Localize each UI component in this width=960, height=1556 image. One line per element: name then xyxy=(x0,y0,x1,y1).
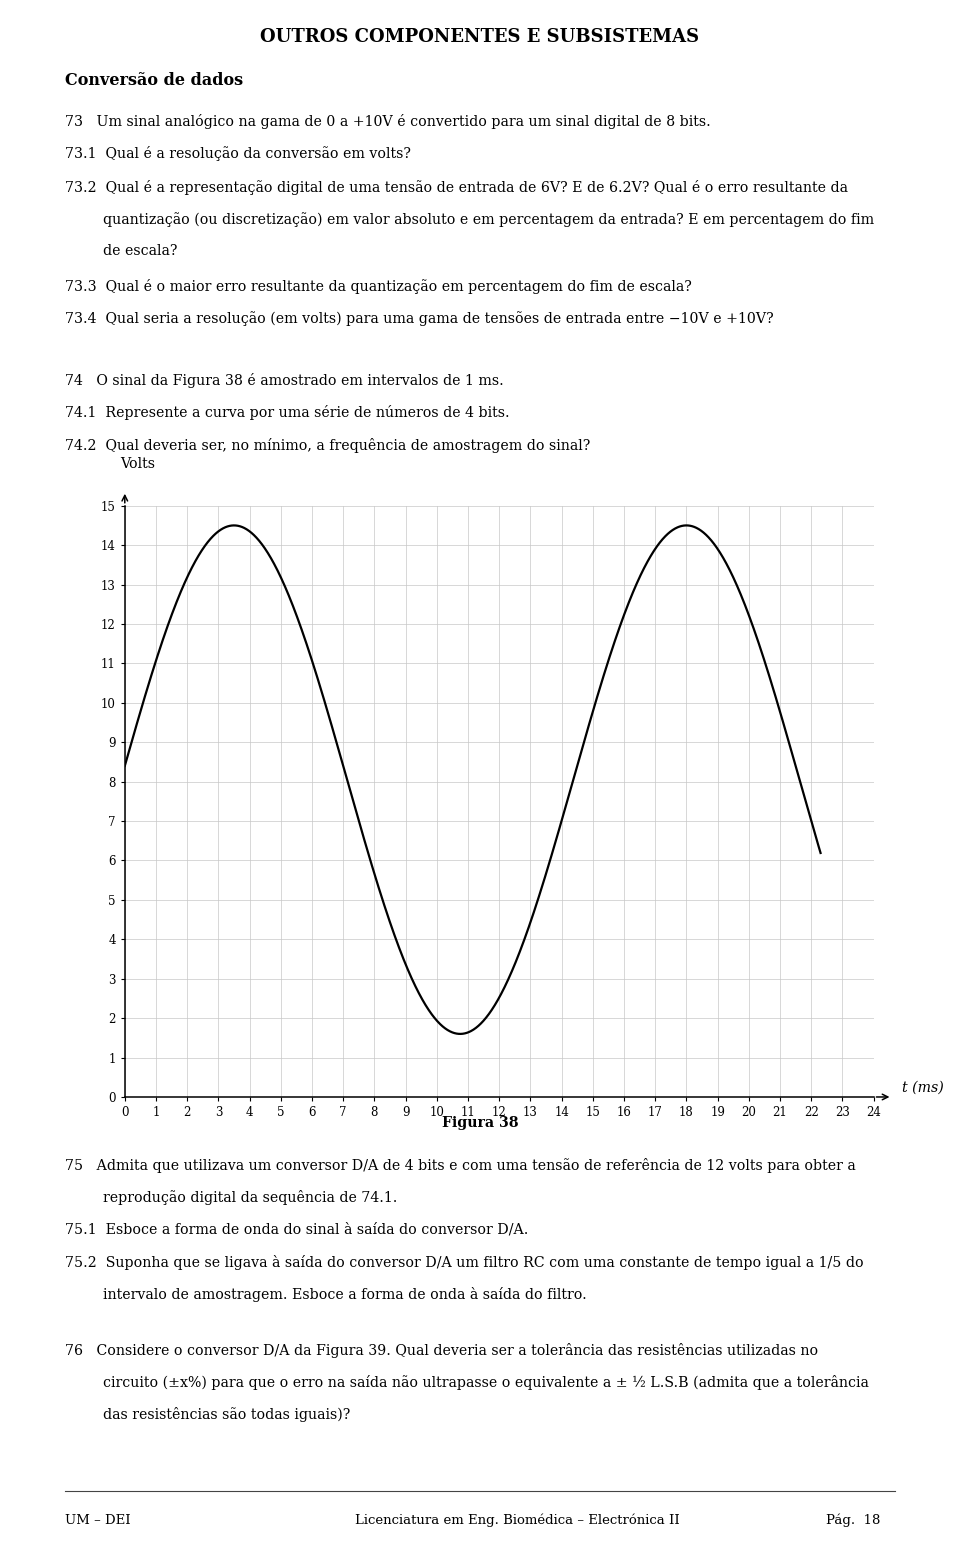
Text: 73.1  Qual é a resolução da conversão em volts?: 73.1 Qual é a resolução da conversão em … xyxy=(65,146,411,162)
Text: circuito (±x%) para que o erro na saída não ultrapasse o equivalente a ± ½ L.S.B: circuito (±x%) para que o erro na saída … xyxy=(103,1376,869,1390)
Text: UM – DEI: UM – DEI xyxy=(65,1514,131,1526)
Text: reprodução digital da sequência de 74.1.: reprodução digital da sequência de 74.1. xyxy=(103,1189,397,1204)
Text: 73.3  Qual é o maior erro resultante da quantização em percentagem do fim de esc: 73.3 Qual é o maior erro resultante da q… xyxy=(65,279,692,294)
Text: 74.1  Represente a curva por uma série de números de 4 bits.: 74.1 Represente a curva por uma série de… xyxy=(65,406,510,420)
Text: das resistências são todas iguais)?: das resistências são todas iguais)? xyxy=(103,1407,350,1422)
Text: 73.4  Qual seria a resolução (em volts) para uma gama de tensões de entrada entr: 73.4 Qual seria a resolução (em volts) p… xyxy=(65,311,774,327)
Text: 74   O sinal da Figura 38 é amostrado em intervalos de 1 ms.: 74 O sinal da Figura 38 é amostrado em i… xyxy=(65,373,504,389)
Text: Licenciatura em Eng. Biomédica – Electrónica II: Licenciatura em Eng. Biomédica – Electró… xyxy=(355,1514,680,1528)
Text: intervalo de amostragem. Esboce a forma de onda à saída do filtro.: intervalo de amostragem. Esboce a forma … xyxy=(103,1287,587,1302)
Text: quantização (ou discretização) em valor absoluto e em percentagem da entrada? E : quantização (ou discretização) em valor … xyxy=(103,213,874,227)
Text: Volts: Volts xyxy=(120,457,155,471)
Text: 73   Um sinal analógico na gama de 0 a +10V é convertido para um sinal digital d: 73 Um sinal analógico na gama de 0 a +10… xyxy=(65,114,711,129)
Text: 75.1  Esboce a forma de onda do sinal à saída do conversor D/A.: 75.1 Esboce a forma de onda do sinal à s… xyxy=(65,1223,529,1235)
Text: t (ms): t (ms) xyxy=(902,1081,944,1094)
Text: Figura 38: Figura 38 xyxy=(442,1116,518,1130)
Text: 74.2  Qual deveria ser, no mínimo, a frequência de amostragem do sinal?: 74.2 Qual deveria ser, no mínimo, a freq… xyxy=(65,439,590,453)
Text: 75   Admita que utilizava um conversor D/A de 4 bits e com uma tensão de referên: 75 Admita que utilizava um conversor D/A… xyxy=(65,1158,856,1173)
Text: de escala?: de escala? xyxy=(103,244,177,258)
Text: 75.2  Suponha que se ligava à saída do conversor D/A um filtro RC com uma consta: 75.2 Suponha que se ligava à saída do co… xyxy=(65,1254,864,1270)
Text: 76   Considere o conversor D/A da Figura 39. Qual deveria ser a tolerância das r: 76 Considere o conversor D/A da Figura 3… xyxy=(65,1343,819,1358)
Text: Conversão de dados: Conversão de dados xyxy=(65,73,244,89)
Text: OUTROS COMPONENTES E SUBSISTEMAS: OUTROS COMPONENTES E SUBSISTEMAS xyxy=(260,28,700,47)
Text: Pág.  18: Pág. 18 xyxy=(826,1514,880,1528)
Text: 73.2  Qual é a representação digital de uma tensão de entrada de 6V? E de 6.2V? : 73.2 Qual é a representação digital de u… xyxy=(65,180,849,194)
